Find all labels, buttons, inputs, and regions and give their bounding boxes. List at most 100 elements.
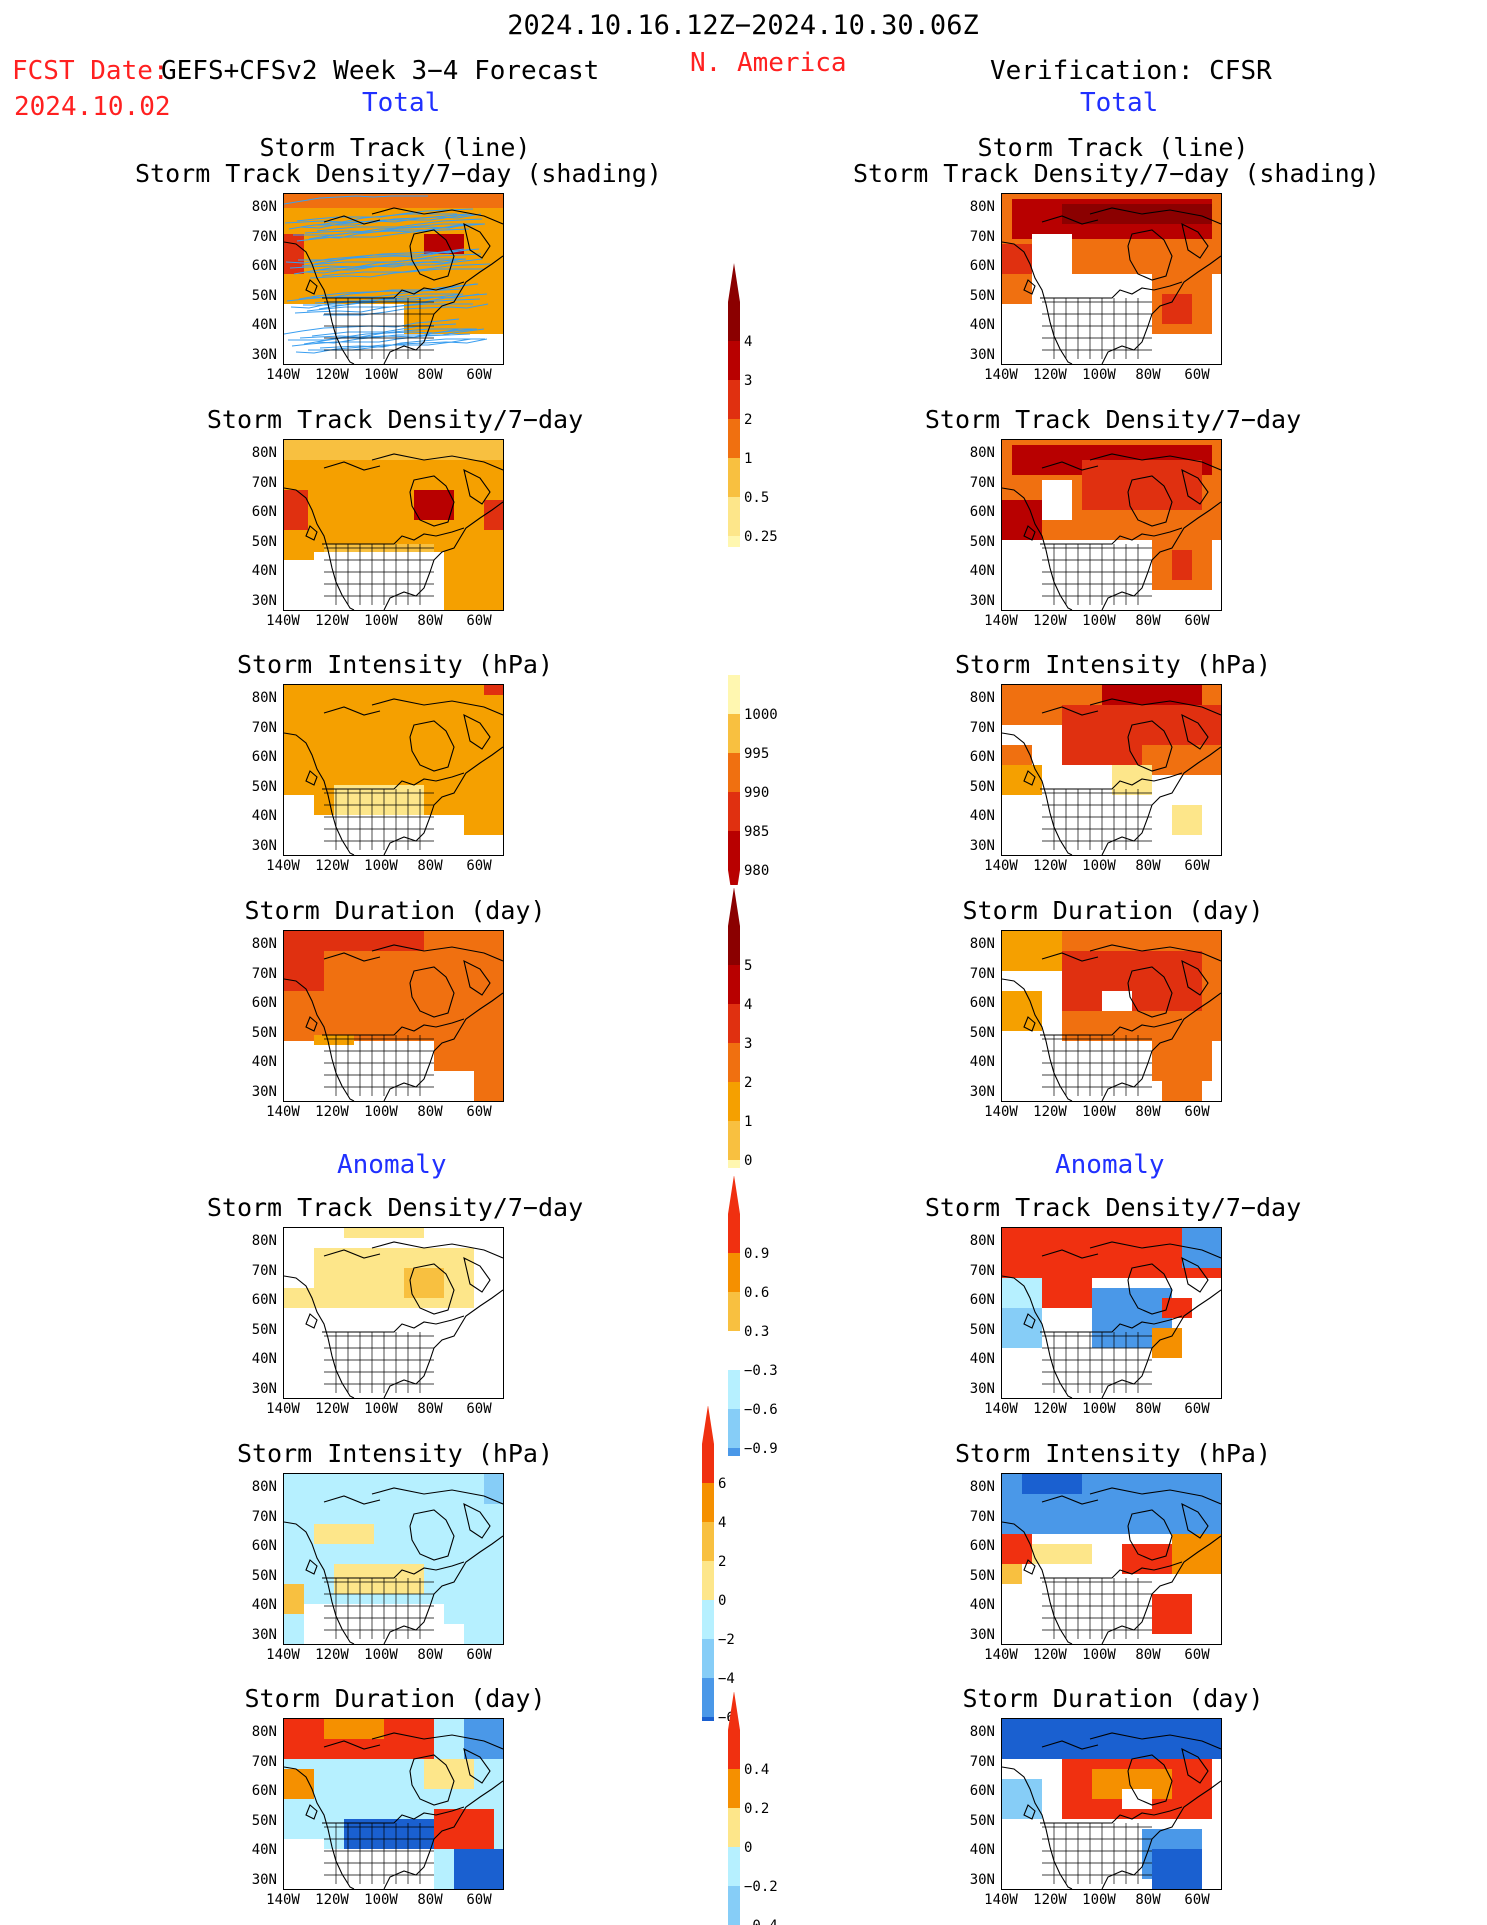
lat-tick-label: 60N xyxy=(969,1783,995,1799)
lon-tick-label: 120W xyxy=(1033,1401,1067,1417)
colorbar-segment xyxy=(702,1483,714,1522)
colorbar-label: 2 xyxy=(744,412,752,428)
lat-tick-label: 30N xyxy=(251,1626,277,1643)
lon-tick-label: 60W xyxy=(466,1104,492,1120)
lat-tick-label: 50N xyxy=(969,287,995,304)
map-duration-forecast xyxy=(283,930,504,1102)
coastline xyxy=(1002,944,1221,1101)
coastline xyxy=(284,1732,503,1889)
colorbar-segment xyxy=(702,1561,714,1600)
shading-cell xyxy=(1032,234,1072,274)
lat-tick-label: 70N xyxy=(251,474,277,491)
lat-tick-label: 70N xyxy=(969,1508,995,1525)
colorbar-tip xyxy=(728,263,740,302)
colorbar-segment xyxy=(728,753,740,792)
lat-tick-label: 50N xyxy=(969,1812,995,1829)
shading-cell xyxy=(284,234,304,274)
shading-cell xyxy=(284,1839,324,1889)
lon-tick-label: 80W xyxy=(1135,367,1161,383)
map-density-forecast xyxy=(283,439,504,611)
shading-cell xyxy=(1002,1719,1221,1759)
lat-tick-label: 30N xyxy=(969,837,995,854)
lon-tick-label: 60W xyxy=(1184,367,1210,383)
lat-tick-label: 60N xyxy=(969,995,995,1011)
shading-cell xyxy=(434,1809,494,1849)
storm-track-line xyxy=(289,258,465,269)
storm-track-line xyxy=(313,213,482,226)
lon-tick-label: 60W xyxy=(1184,858,1210,874)
map-intensity-cfsr xyxy=(1001,684,1222,856)
lon-tick-label: 140W xyxy=(984,1401,1018,1417)
colorbar-label: −0.3 xyxy=(744,1363,778,1379)
shading-cell xyxy=(314,1248,474,1308)
shading-cell xyxy=(314,552,444,610)
lat-tick-label: 40N xyxy=(251,563,277,579)
colorbar-label: 995 xyxy=(744,746,769,762)
colorbar-label: 985 xyxy=(744,824,769,840)
colorbar-label: 1000 xyxy=(744,707,778,723)
shading-cell xyxy=(1172,1534,1221,1574)
shading-cell xyxy=(1102,1248,1182,1278)
lat-tick-label: 30N xyxy=(969,1380,995,1397)
lon-tick-label: 120W xyxy=(315,858,349,874)
colorbar-segment xyxy=(728,497,740,536)
storm-track-line xyxy=(309,268,483,279)
title-track-shading-left: Storm Track Density/7−day (shading) xyxy=(135,159,662,188)
shading-cell xyxy=(454,1849,503,1889)
lat-tick-label: 70N xyxy=(251,719,277,736)
shading-cell xyxy=(284,490,308,530)
coastline xyxy=(1002,698,1221,855)
title-track-line-right: Storm Track (line) xyxy=(977,133,1249,162)
lon-tick-label: 80W xyxy=(1135,1647,1161,1663)
lon-tick-label: 120W xyxy=(315,1401,349,1417)
lat-tick-label: 80N xyxy=(969,1724,995,1740)
lat-tick-label: 40N xyxy=(969,1054,995,1070)
lon-tick-label: 100W xyxy=(1082,1401,1116,1417)
title-density-right: Storm Track Density/7−day xyxy=(924,405,1302,434)
lat-tick-label: 40N xyxy=(969,808,995,824)
lon-tick-label: 60W xyxy=(466,858,492,874)
shading-cell xyxy=(1042,1268,1092,1308)
colorbar-label: 0.6 xyxy=(744,1285,769,1301)
storm-track-line xyxy=(316,218,483,232)
shading-cell xyxy=(1002,1779,1042,1819)
title-intensity-anom-right: Storm Intensity (hPa) xyxy=(954,1439,1272,1468)
state-boundaries xyxy=(1042,1332,1152,1393)
shading-cell xyxy=(484,685,503,695)
shading-cell xyxy=(424,1759,474,1789)
lat-tick-label: 30N xyxy=(969,592,995,609)
lat-tick-label: 60N xyxy=(251,504,277,520)
storm-track-line xyxy=(321,263,491,277)
state-boundaries xyxy=(324,1035,434,1096)
lat-tick-label: 80N xyxy=(969,199,995,215)
lat-tick-label: 80N xyxy=(969,936,995,952)
lat-tick-label: 80N xyxy=(969,1479,995,1495)
lat-tick-label: 80N xyxy=(251,1479,277,1495)
lat-tick-label: 50N xyxy=(969,533,995,550)
lon-tick-label: 120W xyxy=(1033,1104,1067,1120)
lat-tick-label: 40N xyxy=(251,1597,277,1613)
section-anomaly-left: Anomaly xyxy=(337,1150,447,1180)
lon-tick-label: 60W xyxy=(466,367,492,383)
shading-cell xyxy=(1002,274,1032,304)
verification-label: Verification: CFSR xyxy=(990,56,1272,86)
colorbar-segment xyxy=(728,1292,740,1331)
shading-cell xyxy=(304,1604,444,1644)
lon-tick-label: 80W xyxy=(417,1892,443,1908)
lon-tick-label: 80W xyxy=(417,1647,443,1663)
state-boundaries xyxy=(324,1578,434,1639)
colorbar-segment xyxy=(728,1886,740,1925)
state-boundaries xyxy=(1042,1035,1152,1096)
shading-cell xyxy=(344,1819,434,1849)
coastline xyxy=(1002,1241,1221,1398)
colorbar-segment xyxy=(728,380,740,419)
lat-tick-label: 60N xyxy=(251,1292,277,1308)
storm-track-line xyxy=(304,223,484,234)
lat-tick-label: 60N xyxy=(251,995,277,1011)
coastline xyxy=(284,1487,503,1644)
lat-tick-label: 80N xyxy=(251,445,277,461)
colorbar-label: −4 xyxy=(718,1671,735,1687)
lon-tick-label: 140W xyxy=(984,1647,1018,1663)
title-track-shading-right: Storm Track Density/7−day (shading) xyxy=(853,159,1380,188)
shading-cell xyxy=(284,440,503,460)
